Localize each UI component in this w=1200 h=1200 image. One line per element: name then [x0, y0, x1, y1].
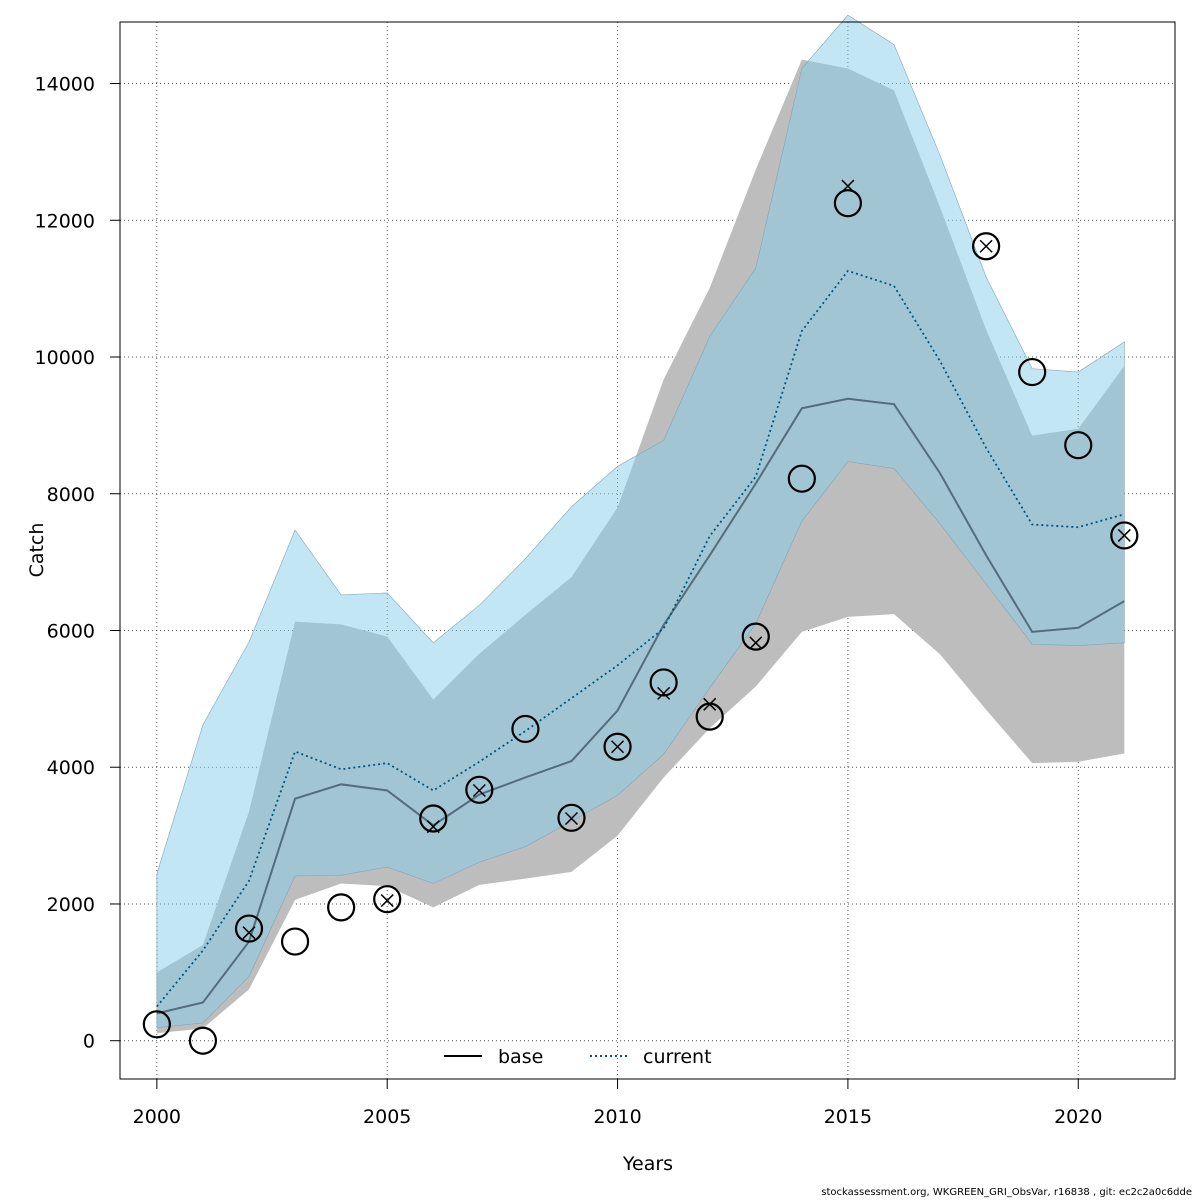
y-tick-label: 2000 [47, 894, 95, 916]
y-tick-label: 6000 [47, 620, 95, 642]
current-observation-point [242, 926, 256, 940]
base-observation-point [1018, 357, 1047, 387]
base-observation-point [741, 622, 770, 651]
base-observation-point [833, 189, 863, 218]
base-line [156, 397, 1125, 1015]
base-observation-point [419, 804, 448, 833]
y-tick-label: 10000 [35, 347, 95, 369]
base-observation-point [557, 803, 586, 832]
current-observation-point [1117, 528, 1131, 542]
base-observation-point [649, 668, 678, 697]
base-observation-point [465, 775, 494, 804]
y-tick-label: 8000 [47, 484, 95, 506]
current-observation-point [657, 686, 671, 700]
current-observation-point [564, 811, 579, 826]
plot-frame [119, 21, 1176, 1080]
y-tick-label: 12000 [35, 210, 95, 232]
current-observation-point [426, 820, 440, 834]
y-tick-label: 0 [83, 1031, 95, 1053]
x-tick-label: 2020 [1054, 1106, 1102, 1128]
x-tick-label: 2005 [363, 1106, 411, 1128]
base-observation-point [787, 464, 816, 493]
y-axis-title: Catch [26, 523, 48, 578]
base-observation-point [234, 914, 264, 943]
base-observation-point [1064, 431, 1093, 460]
current-observation-point [749, 636, 763, 650]
x-tick-label: 2010 [593, 1106, 641, 1128]
x-tick-label: 2000 [133, 1106, 181, 1128]
legend-label-current: current [643, 1046, 712, 1068]
x-axis-title: Years [622, 1153, 673, 1175]
observation-points [142, 179, 1139, 1055]
footer-credit: stockassessment.org, WKGREEN_GRI_ObsVar,… [821, 1187, 1192, 1198]
current-observation-point [979, 239, 993, 253]
current-observation-point [472, 783, 486, 798]
y-tick-label: 4000 [47, 757, 95, 779]
base-observation-point [327, 893, 356, 922]
base-observation-point [142, 1010, 171, 1039]
x-tick-label: 2015 [824, 1106, 872, 1128]
current-observation-point [611, 740, 625, 754]
base-observation-point [972, 232, 1001, 261]
base-observation-point [280, 927, 310, 956]
legend: base current [444, 1046, 712, 1068]
confidence-bands [156, 14, 1125, 1034]
current-confidence-band [156, 14, 1125, 1029]
legend-label-base: base [498, 1046, 543, 1068]
base-observation-point [1110, 521, 1139, 550]
base-observation-point [373, 885, 402, 914]
series-lines [156, 269, 1125, 1015]
current-observation-point [380, 894, 394, 908]
current-observation-point [703, 697, 717, 711]
y-tick-label: 14000 [35, 74, 95, 96]
current-line [156, 269, 1125, 1008]
base-observation-point [603, 732, 632, 761]
base-observation-point [188, 1026, 218, 1055]
axis-ticks: 2000 2005 2010 2015 2020 0 2000 4000 6000 8000 100… [35, 74, 1103, 1128]
current-observation-point [841, 179, 855, 193]
base-observation-point [511, 714, 540, 744]
